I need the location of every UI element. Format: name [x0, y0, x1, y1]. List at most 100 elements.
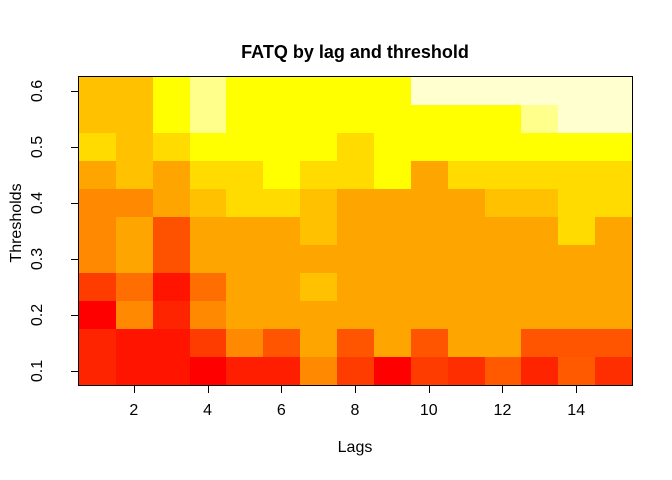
heatmap-cell — [300, 301, 338, 329]
y-tick-mark — [70, 258, 78, 260]
y-tick-label: 0.4 — [29, 191, 46, 214]
heatmap-cell — [300, 77, 338, 105]
heatmap-cell — [521, 245, 559, 273]
heatmap-cell — [447, 161, 485, 189]
heatmap-cell — [558, 357, 596, 385]
heatmap-cell — [152, 161, 190, 189]
heatmap-cell — [447, 273, 485, 301]
heatmap-cell — [484, 329, 522, 357]
heatmap-cell — [226, 273, 264, 301]
heatmap-cell — [79, 273, 116, 301]
heatmap-cell — [447, 105, 485, 133]
heatmap-cell — [595, 77, 632, 105]
y-tick-mark — [70, 146, 78, 148]
heatmap-cell — [447, 245, 485, 273]
heatmap-cell — [300, 133, 338, 161]
heatmap-cell — [115, 133, 153, 161]
heatmap-cell — [484, 77, 522, 105]
heatmap-cell — [226, 77, 264, 105]
heatmap-cell — [558, 245, 596, 273]
heatmap-cell — [189, 217, 227, 245]
heatmap-cell — [79, 357, 116, 385]
heatmap-cell — [263, 301, 301, 329]
y-tick-mark — [70, 370, 78, 372]
chart-title: FATQ by lag and threshold — [241, 42, 469, 62]
x-tick-label: 6 — [276, 402, 286, 419]
heatmap-cell — [189, 189, 227, 217]
heatmap-cell — [263, 217, 301, 245]
heatmap-cell — [263, 329, 301, 357]
heatmap-cell — [337, 357, 374, 385]
x-tick-label: 14 — [567, 402, 586, 419]
plot-frame — [78, 76, 633, 386]
heatmap-cell — [226, 105, 264, 133]
heatmap-cell — [373, 189, 411, 217]
heatmap-cell — [337, 105, 374, 133]
heatmap-cell — [152, 357, 190, 385]
heatmap-cell — [263, 245, 301, 273]
heatmap-cell — [300, 273, 338, 301]
heatmap-cell — [410, 133, 448, 161]
x-tick-mark — [133, 385, 135, 393]
heatmap-cell — [115, 77, 153, 105]
heatmap-cell — [152, 301, 190, 329]
heatmap-cell — [484, 189, 522, 217]
heatmap-cell — [337, 77, 374, 105]
y-tick-mark — [70, 314, 78, 316]
heatmap-cell — [373, 217, 411, 245]
heatmap-cell — [558, 105, 596, 133]
heatmap-cell — [558, 301, 596, 329]
heatmap-cell — [226, 245, 264, 273]
x-tick-label: 8 — [350, 402, 360, 419]
heatmap-cell — [484, 357, 522, 385]
heatmap-cell — [558, 329, 596, 357]
heatmap-cell — [226, 189, 264, 217]
heatmap-cell — [410, 301, 448, 329]
heatmap-cell — [79, 189, 116, 217]
heatmap-cell — [189, 329, 227, 357]
heatmap-cell — [189, 105, 227, 133]
heatmap-cell — [226, 133, 264, 161]
heatmap-cell — [152, 189, 190, 217]
heatmap-cell — [226, 301, 264, 329]
heatmap-cell — [79, 217, 116, 245]
heatmap-cell — [484, 245, 522, 273]
heatmap-cell — [263, 357, 301, 385]
x-tick-mark — [207, 385, 209, 393]
heatmap-cell — [521, 329, 559, 357]
heatmap-cell — [226, 217, 264, 245]
heatmap-cell — [115, 105, 153, 133]
x-tick-label: 12 — [493, 402, 512, 419]
heatmap-cell — [595, 329, 632, 357]
heatmap-cell — [484, 301, 522, 329]
x-tick-label: 2 — [129, 402, 139, 419]
heatmap-cell — [115, 161, 153, 189]
heatmap-cell — [595, 357, 632, 385]
heatmap-cell — [263, 105, 301, 133]
heatmap-cell — [521, 105, 559, 133]
heatmap-cell — [189, 245, 227, 273]
y-axis-title: Thresholds — [8, 183, 25, 263]
heatmap-cell — [595, 161, 632, 189]
heatmap-cell — [115, 273, 153, 301]
heatmap-cell — [152, 105, 190, 133]
heatmap-cell — [521, 301, 559, 329]
heatmap-cell — [79, 77, 116, 105]
heatmap-cell — [447, 189, 485, 217]
heatmap-cell — [115, 329, 153, 357]
heatmap-cell — [484, 273, 522, 301]
heatmap-cell — [595, 133, 632, 161]
heatmap-cell — [410, 105, 448, 133]
heatmap-cell — [115, 357, 153, 385]
heatmap-cell — [521, 133, 559, 161]
heatmap-cell — [300, 357, 338, 385]
heatmap-cell — [300, 105, 338, 133]
heatmap-cell — [337, 301, 374, 329]
heatmap-cell — [373, 357, 411, 385]
heatmap-cell — [558, 273, 596, 301]
heatmap-cell — [521, 357, 559, 385]
heatmap-cell — [373, 245, 411, 273]
heatmap-cell — [300, 329, 338, 357]
y-tick-label: 0.6 — [29, 79, 46, 102]
